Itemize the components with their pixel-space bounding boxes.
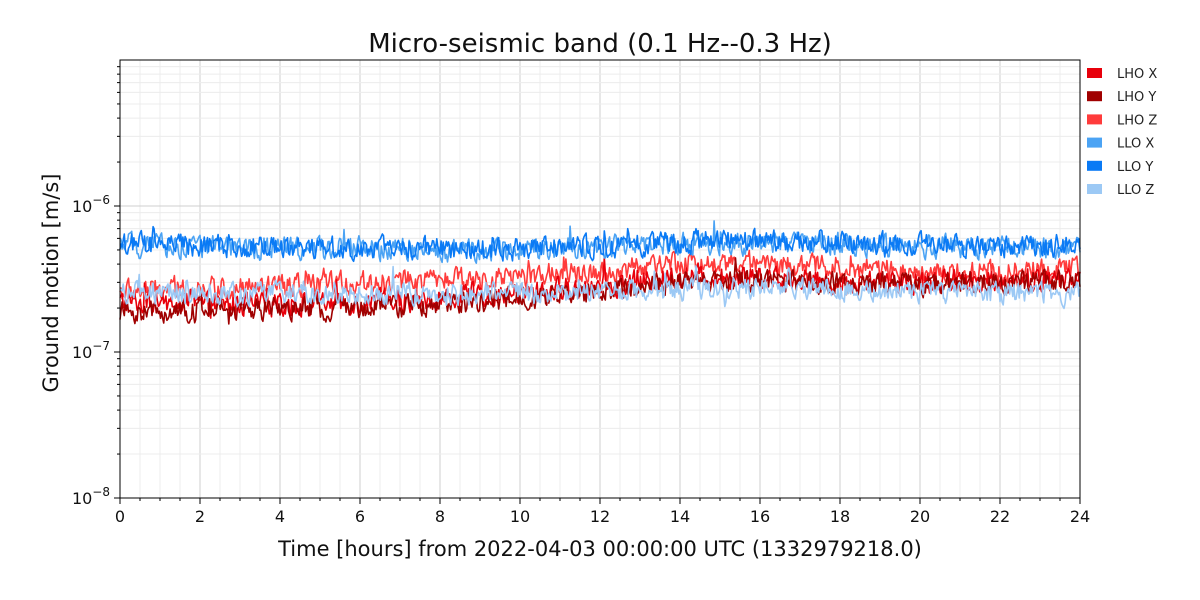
y-tick-label: 10−7 [72,339,110,362]
y-axis-label: Ground motion [m/s] [39,174,63,393]
chart-title: Micro-seismic band (0.1 Hz--0.3 Hz) [368,29,832,59]
legend: LHO X LHO Y LHO Z LLO X LLO Y LLO Z [1087,67,1157,198]
x-tick-label: 4 [275,507,285,526]
x-tick-label: 20 [910,507,930,526]
x-tick-label: 8 [435,507,445,526]
legend-label: LHO Z [1117,113,1157,128]
x-tick-label: 2 [195,507,205,526]
x-tick-label: 14 [670,507,690,526]
y-tick-label: 10−8 [72,485,110,508]
legend-label: LLO Z [1117,183,1154,198]
legend-swatch [1087,184,1102,194]
legend-swatch [1087,137,1102,148]
legend-swatch [1087,91,1102,102]
x-tick-label: 0 [115,507,125,526]
series-line-llo-z [119,265,1081,310]
legend-swatch [1087,68,1102,78]
x-tick-label: 24 [1070,507,1090,526]
series-line-llo-y [119,225,1081,263]
legend-label: LLO Y [1117,160,1153,175]
x-axis-label: Time [hours] from 2022-04-03 00:00:00 UT… [277,537,922,561]
legend-swatch [1087,160,1102,171]
legend-swatch [1087,114,1102,125]
series-layer [119,220,1081,325]
x-tick-label: 22 [990,507,1010,526]
x-tick-label: 10 [510,507,530,526]
x-tick-label: 12 [590,507,610,526]
series-line-lho-y [119,257,1081,325]
legend-label: LHO Y [1117,90,1156,105]
legend-label: LHO X [1117,67,1157,82]
legend-label: LLO X [1117,137,1154,152]
x-tick-label: 18 [830,507,850,526]
x-tick-label: 16 [750,507,770,526]
x-tick-label: 6 [355,507,365,526]
y-tick-label: 10−6 [72,193,110,216]
